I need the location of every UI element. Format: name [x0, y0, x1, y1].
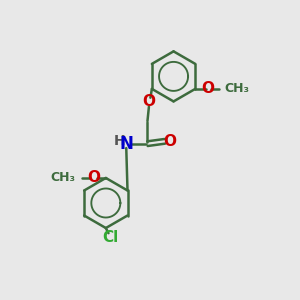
Text: Cl: Cl	[102, 230, 119, 245]
Text: O: O	[87, 170, 100, 185]
Text: H: H	[114, 134, 126, 148]
Text: O: O	[201, 81, 214, 96]
Text: O: O	[163, 134, 176, 149]
Text: O: O	[142, 94, 155, 109]
Text: CH₃: CH₃	[224, 82, 249, 95]
Text: N: N	[119, 135, 133, 153]
Text: CH₃: CH₃	[51, 172, 76, 184]
